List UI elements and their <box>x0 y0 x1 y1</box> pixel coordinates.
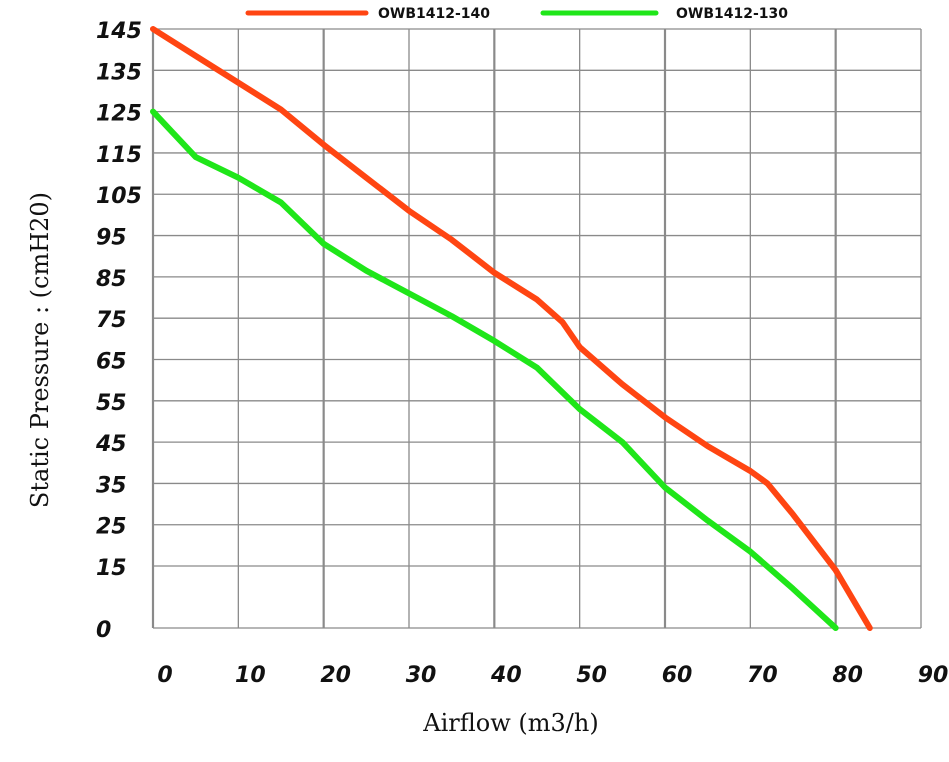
x-tick-label: 40 <box>490 663 522 688</box>
y-tick-label: 15 <box>96 556 127 581</box>
grid <box>151 28 922 629</box>
y-tick-label: 0 <box>96 618 111 643</box>
y-tick-label: 55 <box>96 391 127 416</box>
x-axis-title: Airflow (m3/h) <box>422 709 598 737</box>
y-tick-label: 145 <box>96 19 142 44</box>
x-tick-label: 60 <box>662 663 693 688</box>
y-tick-label: 75 <box>96 308 127 333</box>
y-tick-label: 115 <box>96 143 142 168</box>
y-tick-label: 125 <box>96 102 142 127</box>
y-tick-label: 135 <box>96 60 142 85</box>
series-line-2 <box>150 108 839 631</box>
x-tick-label: 90 <box>918 663 949 688</box>
x-tick-label: 50 <box>576 663 607 688</box>
x-tick-label: 10 <box>235 663 266 688</box>
legend-label-1: OWB1412-140 <box>378 6 490 22</box>
y-tick-label: 65 <box>96 349 127 374</box>
series-layer <box>150 26 873 631</box>
x-tick-label: 30 <box>406 663 437 688</box>
y-tick-label: 25 <box>96 515 127 540</box>
y-tick-label: 35 <box>96 473 127 498</box>
series-line-1 <box>150 26 873 631</box>
x-tick-label: 0 <box>157 663 172 688</box>
x-tick-label: 70 <box>747 663 778 688</box>
x-tick-label: 20 <box>320 663 351 688</box>
y-axis-title: Static Pressure : (cmH20) <box>26 192 54 508</box>
y-tick-label: 45 <box>95 432 127 457</box>
legend: OWB1412-140 OWB1412-130 <box>245 6 788 22</box>
y-tick-label: 85 <box>96 267 127 292</box>
y-tick-label: 105 <box>96 184 142 209</box>
x-tick-label: 80 <box>832 663 863 688</box>
legend-label-2: OWB1412-130 <box>676 6 788 22</box>
y-tick-labels: 0 15 25 35 45 55 65 75 85 95 105 115 125 135 145 <box>95 19 142 643</box>
y-tick-label: 95 <box>96 226 127 251</box>
x-tick-labels: 0 10 20 30 40 50 60 70 80 90 <box>157 663 948 688</box>
